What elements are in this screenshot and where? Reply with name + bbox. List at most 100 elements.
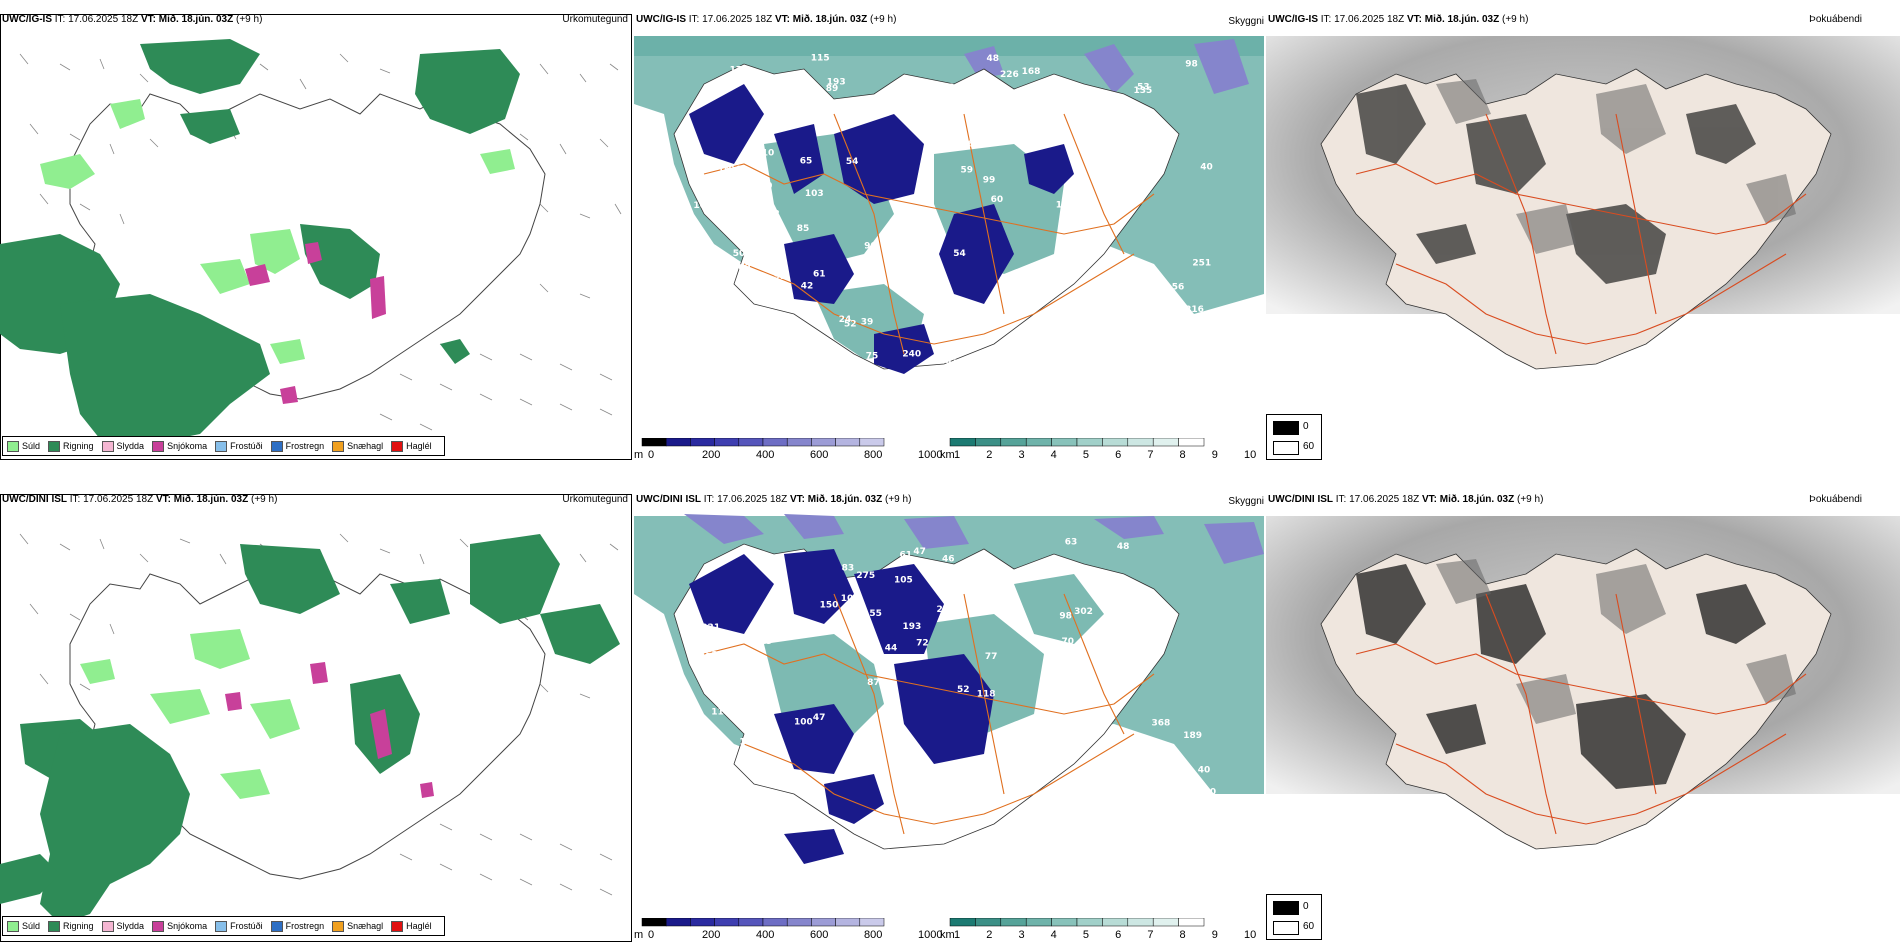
fog-map <box>1266 36 1900 460</box>
legend-swatch <box>391 920 404 932</box>
visibility-value-label: 99 <box>774 272 787 282</box>
legend-label: Frostregn <box>285 441 325 451</box>
visibility-value-label: 173 <box>1069 789 1088 799</box>
visibility-value-label: 168 <box>1022 67 1041 77</box>
colorbar-swatch <box>714 437 740 447</box>
visibility-value-label: 52 <box>1146 361 1159 371</box>
visibility-value-label: 94 <box>945 359 958 369</box>
visibility-value-label: 302 <box>1074 607 1093 617</box>
visibility-value-label: 89 <box>826 84 839 94</box>
colorbar-swatch <box>1152 917 1179 927</box>
visibility-value-label: 52 <box>705 651 718 661</box>
precip-panel-bottom: UWC/DINI ISL IT: 17.06.2025 18Z VT: Mið.… <box>0 494 632 942</box>
visibility-value-label: 115 <box>811 54 830 64</box>
snow-areas <box>225 662 434 798</box>
it-label: IT: <box>703 494 715 505</box>
visibility-value-label: 98 <box>1185 59 1198 69</box>
legend-label: Snjókoma <box>167 921 208 931</box>
colorbar-swatch <box>1051 917 1078 927</box>
visibility-value-label: 60 <box>991 195 1004 205</box>
fog-swatch-high <box>1273 921 1299 935</box>
panel-title-visibility: Skyggni <box>1228 496 1264 507</box>
visibility-value-label: 77 <box>985 652 998 662</box>
legend-label: Haglél <box>406 921 432 931</box>
visibility-value-label: 86 <box>1075 730 1088 740</box>
visibility-value-label: 39 <box>777 809 790 819</box>
visibility-value-label: 98 <box>1059 611 1072 621</box>
colorbar-swatch <box>1025 437 1052 447</box>
colorbar-swatch <box>641 437 667 447</box>
visibility-value-label: 98 <box>1138 289 1151 299</box>
visibility-value-label: 44 <box>885 643 898 653</box>
colorbar-tick-label: 3 <box>1018 449 1025 460</box>
panel-header: UWC/IG-IS IT: 17.06.2025 18Z VT: Mið. 18… <box>1268 14 1528 25</box>
colorbar-tick-label: 4 <box>1050 449 1057 460</box>
legend-item: Rigning <box>48 920 94 932</box>
colorbar-swatch <box>786 917 812 927</box>
lead-time: (+9 h) <box>1502 14 1529 25</box>
visibility-value-label: 152 <box>1174 328 1193 338</box>
visibility-value-label: 117 <box>711 708 730 718</box>
model-name: UWC/IG-IS <box>636 14 686 25</box>
visibility-value-label: 327 <box>1112 297 1131 307</box>
legend-label: Súld <box>22 921 41 931</box>
fog-legend: 0 60 <box>1266 894 1322 940</box>
visibility-value-label: 59 <box>961 166 974 176</box>
colorbar-tick-label: 600 <box>810 929 829 941</box>
it-label: IT: <box>688 14 700 25</box>
visibility-value-label: 50 <box>733 249 746 259</box>
legend-label: Snæhagl <box>347 921 384 931</box>
legend-item: Súld <box>7 440 40 452</box>
legend-swatch <box>215 440 228 452</box>
it-label: IT: <box>54 14 66 25</box>
colorbar-swatches <box>949 917 1205 927</box>
legend-item: Frostregn <box>270 920 324 932</box>
fog-dark <box>1356 84 1756 284</box>
model-name: UWC/DINI ISL <box>636 494 701 505</box>
legend-swatch <box>332 920 345 932</box>
visibility-value-label: 83 <box>936 588 949 598</box>
colorbar-tick-label: 1 <box>954 929 961 941</box>
lead-time: (+9 h) <box>870 14 897 25</box>
visibility-value-label: 35 <box>1121 797 1134 807</box>
model-name: UWC/IG-IS <box>2 14 52 25</box>
drizzle-areas <box>40 99 515 364</box>
visibility-value-label: 61 <box>813 269 826 279</box>
legend-item: Slydda <box>101 920 144 932</box>
legend-swatch <box>152 440 165 452</box>
vt-label: VT: <box>140 14 156 25</box>
legend-swatch <box>391 440 404 452</box>
visibility-value-label: 150 <box>820 601 839 611</box>
visibility-value-label: 401 <box>1072 694 1091 704</box>
colorbar-swatch <box>1000 437 1027 447</box>
visibility-value-label: 42 <box>796 327 809 337</box>
legend-swatch <box>7 920 19 932</box>
visibility-value-label: 367 <box>980 335 999 345</box>
colorbar-swatch <box>1102 917 1129 927</box>
visibility-value-label: 51 <box>1108 105 1121 115</box>
visibility-value-label: 175 <box>730 66 749 76</box>
colorbar-swatches <box>641 917 885 927</box>
roads <box>703 593 1155 835</box>
visibility-value-label: 408 <box>939 324 958 334</box>
colorbar-tick-label: 5 <box>1082 929 1089 941</box>
legend-item: Snjókoma <box>152 440 207 452</box>
vis-labels: 98 85 68 377 42 52 75 50 90 104 93 165 103 327 82 62 39 5… <box>693 54 1212 380</box>
snow-areas <box>245 242 386 404</box>
visibility-value-label: 318 <box>1087 341 1106 351</box>
visibility-value-label: 58 <box>1114 633 1127 643</box>
legend-item: Haglél <box>391 920 432 932</box>
colorbar-tick-label: 400 <box>756 449 775 460</box>
roads <box>1355 113 1807 355</box>
colorbar-swatch <box>835 437 861 447</box>
vis-colorbar-m-svg <box>641 437 885 447</box>
visibility-value-label: 163 <box>1012 761 1031 771</box>
rain-areas <box>0 39 520 444</box>
visibility-value-label: 63 <box>1065 537 1078 547</box>
vis-colorbar-m-svg <box>641 917 885 927</box>
visibility-value-label: 226 <box>1000 70 1019 80</box>
colorbar-tick-label: 8 <box>1179 929 1186 941</box>
colorbar-tick-label: 600 <box>810 449 829 460</box>
visibility-value-label: 110 <box>756 149 775 159</box>
visibility-value-label: 72 <box>916 639 929 649</box>
